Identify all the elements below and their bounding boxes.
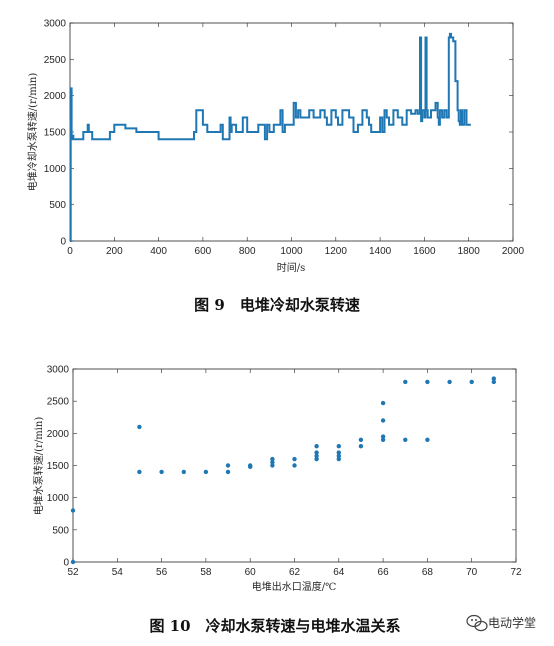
chart2-point bbox=[358, 437, 364, 442]
chart1-x-tick-label: 200 bbox=[106, 246, 123, 257]
chart1-y-tick-label: 500 bbox=[49, 200, 66, 211]
chart2-point bbox=[403, 379, 408, 385]
chart2-y-tick-label: 2000 bbox=[47, 429, 70, 440]
chart2-point bbox=[491, 376, 496, 381]
chart2-point bbox=[336, 453, 341, 459]
chart1-x-tick-label: 400 bbox=[150, 246, 167, 257]
chart2-point bbox=[336, 444, 341, 449]
chart2-x-tick-label: 68 bbox=[422, 567, 434, 578]
watermark: 电动学堂 bbox=[466, 614, 536, 632]
chart1-y-tick-label: 1000 bbox=[44, 164, 67, 175]
chart2-x-tick-label: 60 bbox=[245, 567, 257, 578]
chart2-point bbox=[270, 460, 275, 465]
chart1-x-tick-label: 600 bbox=[195, 246, 212, 257]
chart2-y-tick-label: 2500 bbox=[47, 397, 70, 408]
chart2-point bbox=[70, 559, 76, 565]
chart1-x-label: 时间/s bbox=[277, 261, 306, 274]
chart1-series-line bbox=[69, 32, 471, 242]
chart2-y-tick-label: 500 bbox=[52, 525, 69, 536]
chart2-y-tick-label: 1500 bbox=[47, 461, 70, 472]
chart1-x-tick-label: 2000 bbox=[502, 246, 525, 257]
chart2-point bbox=[270, 463, 275, 468]
chart2-y-tick-label: 1000 bbox=[47, 493, 70, 504]
chart1-x-tick-label: 1000 bbox=[280, 246, 303, 257]
chart1-y-tick-label: 2500 bbox=[44, 55, 67, 66]
chart1-y-tick-label: 3000 bbox=[44, 19, 67, 30]
chart2-x-tick-label: 58 bbox=[200, 567, 212, 578]
chart1-x-tick-label: 1600 bbox=[413, 246, 436, 257]
chart2-point bbox=[380, 437, 386, 442]
chart2-point bbox=[336, 450, 341, 455]
chart2-y-tick-label: 0 bbox=[63, 558, 69, 569]
chart2-x-tick-label: 72 bbox=[510, 567, 522, 578]
chart2-point bbox=[137, 469, 142, 475]
chart1-x-axis: 0 200 400 600 800 1000 1200 1400 1600 1800 2000 bbox=[67, 23, 525, 257]
chart2-point bbox=[336, 456, 341, 462]
chart2-x-tick-label: 66 bbox=[378, 567, 390, 578]
chart2-y-label: 电堆水泵转速/(r/min) bbox=[32, 417, 45, 516]
wechat-icon bbox=[466, 614, 488, 632]
chart2-point bbox=[425, 437, 430, 442]
chart2-point bbox=[358, 444, 364, 449]
chart2-point bbox=[380, 400, 386, 406]
chart2-point bbox=[380, 418, 386, 423]
chart2-x-tick-label: 64 bbox=[333, 567, 345, 578]
chart1-y-tick-label: 0 bbox=[60, 237, 66, 248]
chart1-x-tick-label: 1800 bbox=[458, 246, 481, 257]
chart2-x-axis: 52 54 56 58 60 62 64 66 68 70 72 bbox=[67, 369, 522, 578]
chart1-x-tick-label: 800 bbox=[239, 246, 256, 257]
chart2-point bbox=[314, 444, 319, 449]
chart1-y-axis: 0 500 1000 1500 2000 2500 3000 bbox=[44, 19, 513, 248]
chart2-x-tick-label: 70 bbox=[466, 567, 478, 578]
chart2-point bbox=[248, 464, 253, 469]
chart2-point bbox=[447, 379, 452, 385]
chart2-point bbox=[181, 469, 186, 475]
chart2-point bbox=[292, 463, 297, 468]
chart1-y-tick-label: 1500 bbox=[44, 128, 67, 139]
chart2-point bbox=[314, 450, 319, 455]
chart2-point bbox=[380, 434, 386, 439]
chart1-x-tick-label: 1200 bbox=[325, 246, 348, 257]
chart2-x-label: 电堆出水口温度/℃ bbox=[252, 580, 337, 593]
chart1-y-tick-label: 2000 bbox=[44, 91, 67, 102]
figure-10-caption: 图 10 冷却水泵转速与电堆水温关系 bbox=[149, 617, 400, 635]
watermark-text: 电动学堂 bbox=[488, 615, 536, 630]
chart1-x-tick-label: 0 bbox=[67, 246, 73, 257]
chart2-y-axis: 0 500 1000 1500 2000 2500 3000 bbox=[47, 365, 516, 569]
chart2-series-points bbox=[70, 376, 496, 565]
scatter-chart: 0 500 1000 1500 2000 2500 3000 52 54 56 58 60 62 64 6… bbox=[32, 365, 522, 594]
chart2-point bbox=[270, 456, 275, 462]
chart2-point bbox=[292, 456, 297, 462]
figure-9-caption: 图 9 电堆冷却水泵转速 bbox=[194, 296, 360, 314]
chart2-point bbox=[425, 379, 430, 385]
chart2-point bbox=[225, 463, 231, 468]
chart2-y-tick-label: 3000 bbox=[47, 365, 70, 376]
chart2-point bbox=[314, 456, 319, 462]
chart2-point bbox=[70, 508, 76, 513]
chart2-point bbox=[314, 453, 319, 459]
chart2-point bbox=[137, 424, 142, 430]
chart2-point bbox=[203, 469, 209, 475]
chart2-point bbox=[159, 469, 164, 475]
chart2-x-tick-label: 52 bbox=[67, 567, 79, 578]
chart2-point bbox=[225, 469, 231, 475]
chart2-point bbox=[491, 379, 496, 385]
chart2-x-tick-label: 56 bbox=[156, 567, 168, 578]
line-chart: 0 500 1000 1500 2000 2500 3000 0 200 400 600 800 10… bbox=[26, 19, 525, 275]
chart1-x-tick-label: 1400 bbox=[369, 246, 392, 257]
chart2-x-tick-label: 62 bbox=[289, 567, 301, 578]
chart2-point bbox=[403, 437, 408, 442]
chart1-y-label: 电堆冷却水泵转速/(r/min) bbox=[26, 73, 39, 192]
chart2-point bbox=[469, 379, 474, 385]
chart2-x-tick-label: 54 bbox=[112, 567, 124, 578]
